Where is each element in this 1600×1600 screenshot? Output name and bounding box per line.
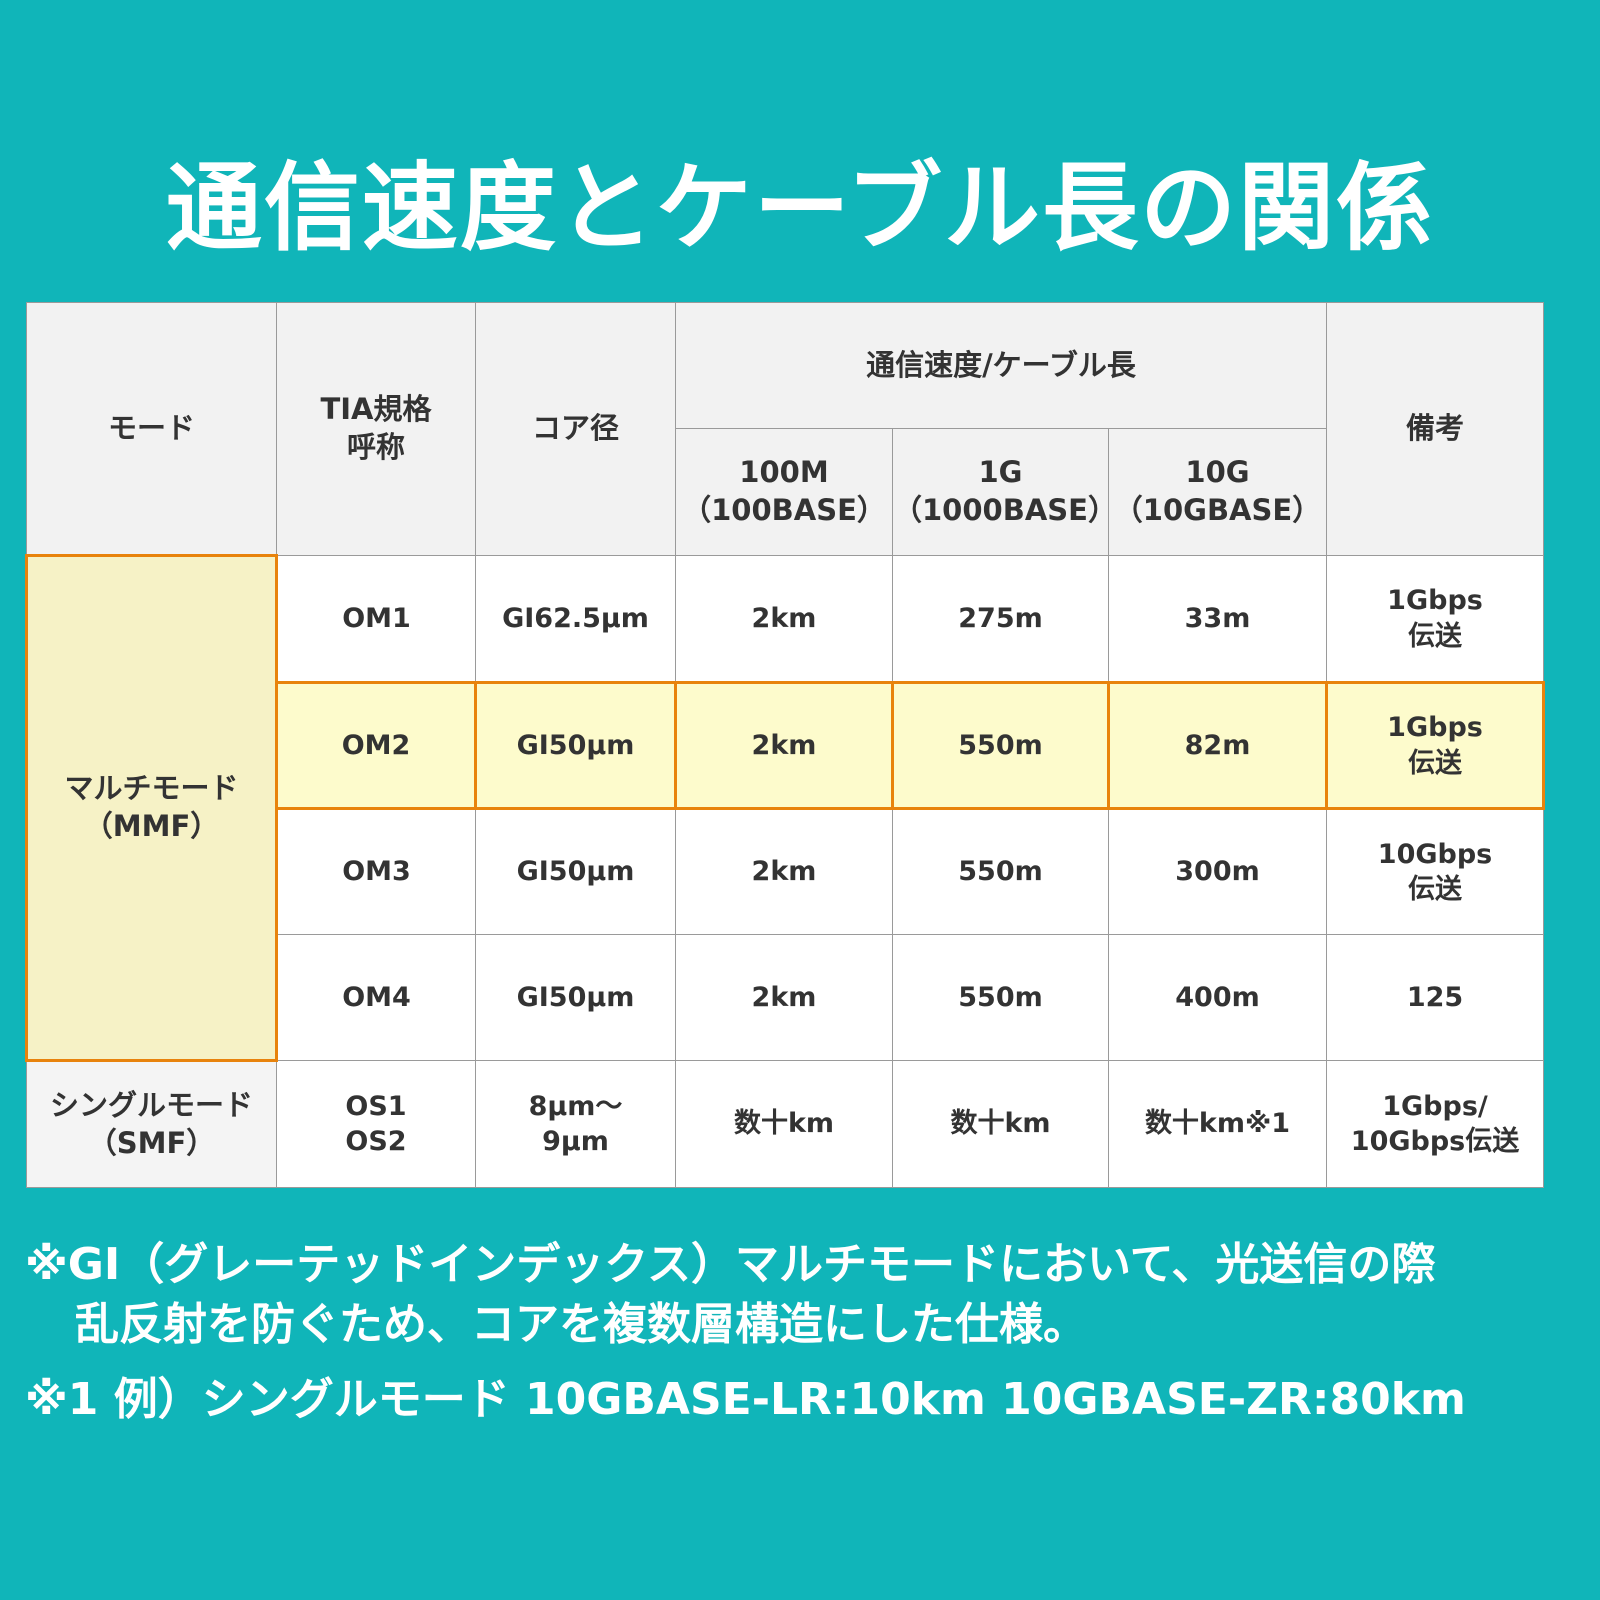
- cell-100m: 2km: [675, 934, 893, 1061]
- table-row: OM3 GI50μm 2km 550m 300m 10Gbps 伝送: [27, 808, 1545, 935]
- header-1g: 1G （1000BASE）: [892, 428, 1117, 556]
- cell-note: 10Gbps 伝送: [1326, 808, 1545, 935]
- table-row: シングルモード （SMF） OS1 OS2 8μm～ 9μm 数十km 数十km…: [26, 1060, 1545, 1188]
- cell-1g: 数十km: [892, 1060, 1109, 1188]
- cell-note: 1Gbps 伝送: [1325, 681, 1546, 810]
- footnote-1: ※1 例）シングルモード 10GBASE-LR:10km 10GBASE-ZR:…: [25, 1374, 1466, 1425]
- header-speed-group: 通信速度/ケーブル長: [674, 302, 1328, 429]
- cell-note: 1Gbps/ 10Gbps伝送: [1326, 1060, 1545, 1188]
- header-core: コア径: [475, 302, 676, 556]
- table-row: OM4 GI50μm 2km 550m 400m 125: [27, 934, 1545, 1061]
- footnotes: ※GI（グレーテッドインデックス）マルチモードにおいて、光送信の際 乱反射を防ぐ…: [25, 1235, 1466, 1430]
- cell-100m: 数十km: [675, 1060, 893, 1188]
- footnote-gi-line1: ※GI（グレーテッドインデックス）マルチモードにおいて、光送信の際: [25, 1239, 1436, 1290]
- header-mode: モード: [26, 302, 277, 556]
- cell-core: GI62.5μm: [475, 555, 676, 683]
- cell-tia: OM2: [275, 681, 477, 810]
- cell-note: 125: [1326, 934, 1545, 1061]
- cable-spec-table: モード TIA規格 呼称 コア径 通信速度/ケーブル長 備考 100M （100…: [25, 302, 1546, 1188]
- cell-1g: 550m: [892, 934, 1109, 1061]
- cell-1g: 550m: [891, 681, 1110, 810]
- mode-smf: シングルモード （SMF）: [26, 1060, 277, 1188]
- page-title: 通信速度とケーブル長の関係: [165, 152, 1435, 264]
- cell-10g: 82m: [1106, 681, 1329, 810]
- header-100m: 100M （100BASE）: [675, 428, 893, 556]
- cell-tia: OS1 OS2: [276, 1060, 476, 1188]
- cell-10g: 400m: [1107, 934, 1328, 1061]
- cell-10g: 33m: [1107, 555, 1328, 683]
- header-tia: TIA規格 呼称: [276, 302, 476, 556]
- mode-mmf: マルチモード （MMF）: [25, 554, 278, 1062]
- table-row: マルチモード （MMF） OM1 GI62.5μm 2km 275m 33m 1…: [25, 554, 1545, 1062]
- cell-1g: 550m: [892, 808, 1109, 935]
- cell-note: 1Gbps 伝送: [1326, 555, 1545, 683]
- footnote-gi-line2: 乱反射を防ぐため、コアを複数層構造にした仕様。: [75, 1299, 1087, 1350]
- cell-tia: OM3: [276, 808, 476, 935]
- cell-tia: OM4: [276, 934, 476, 1061]
- cell-1g: 275m: [892, 555, 1109, 683]
- cell-core: GI50μm: [475, 934, 676, 1061]
- cell-core: 8μm～ 9μm: [475, 1060, 676, 1188]
- table-row-highlighted: OM2 GI50μm 2km 550m 82m 1Gbps 伝送: [27, 681, 1546, 810]
- cell-100m: 2km: [674, 681, 894, 810]
- header-note: 備考: [1326, 302, 1545, 556]
- header-10g: 10G （10GBASE）: [1107, 428, 1328, 556]
- cell-tia: OM1: [276, 555, 476, 683]
- cell-10g: 数十km※1: [1107, 1060, 1328, 1188]
- cell-core: GI50μm: [474, 681, 677, 810]
- cell-core: GI50μm: [475, 808, 676, 935]
- cell-10g: 300m: [1107, 808, 1328, 935]
- cell-100m: 2km: [675, 555, 893, 683]
- cell-100m: 2km: [675, 808, 893, 935]
